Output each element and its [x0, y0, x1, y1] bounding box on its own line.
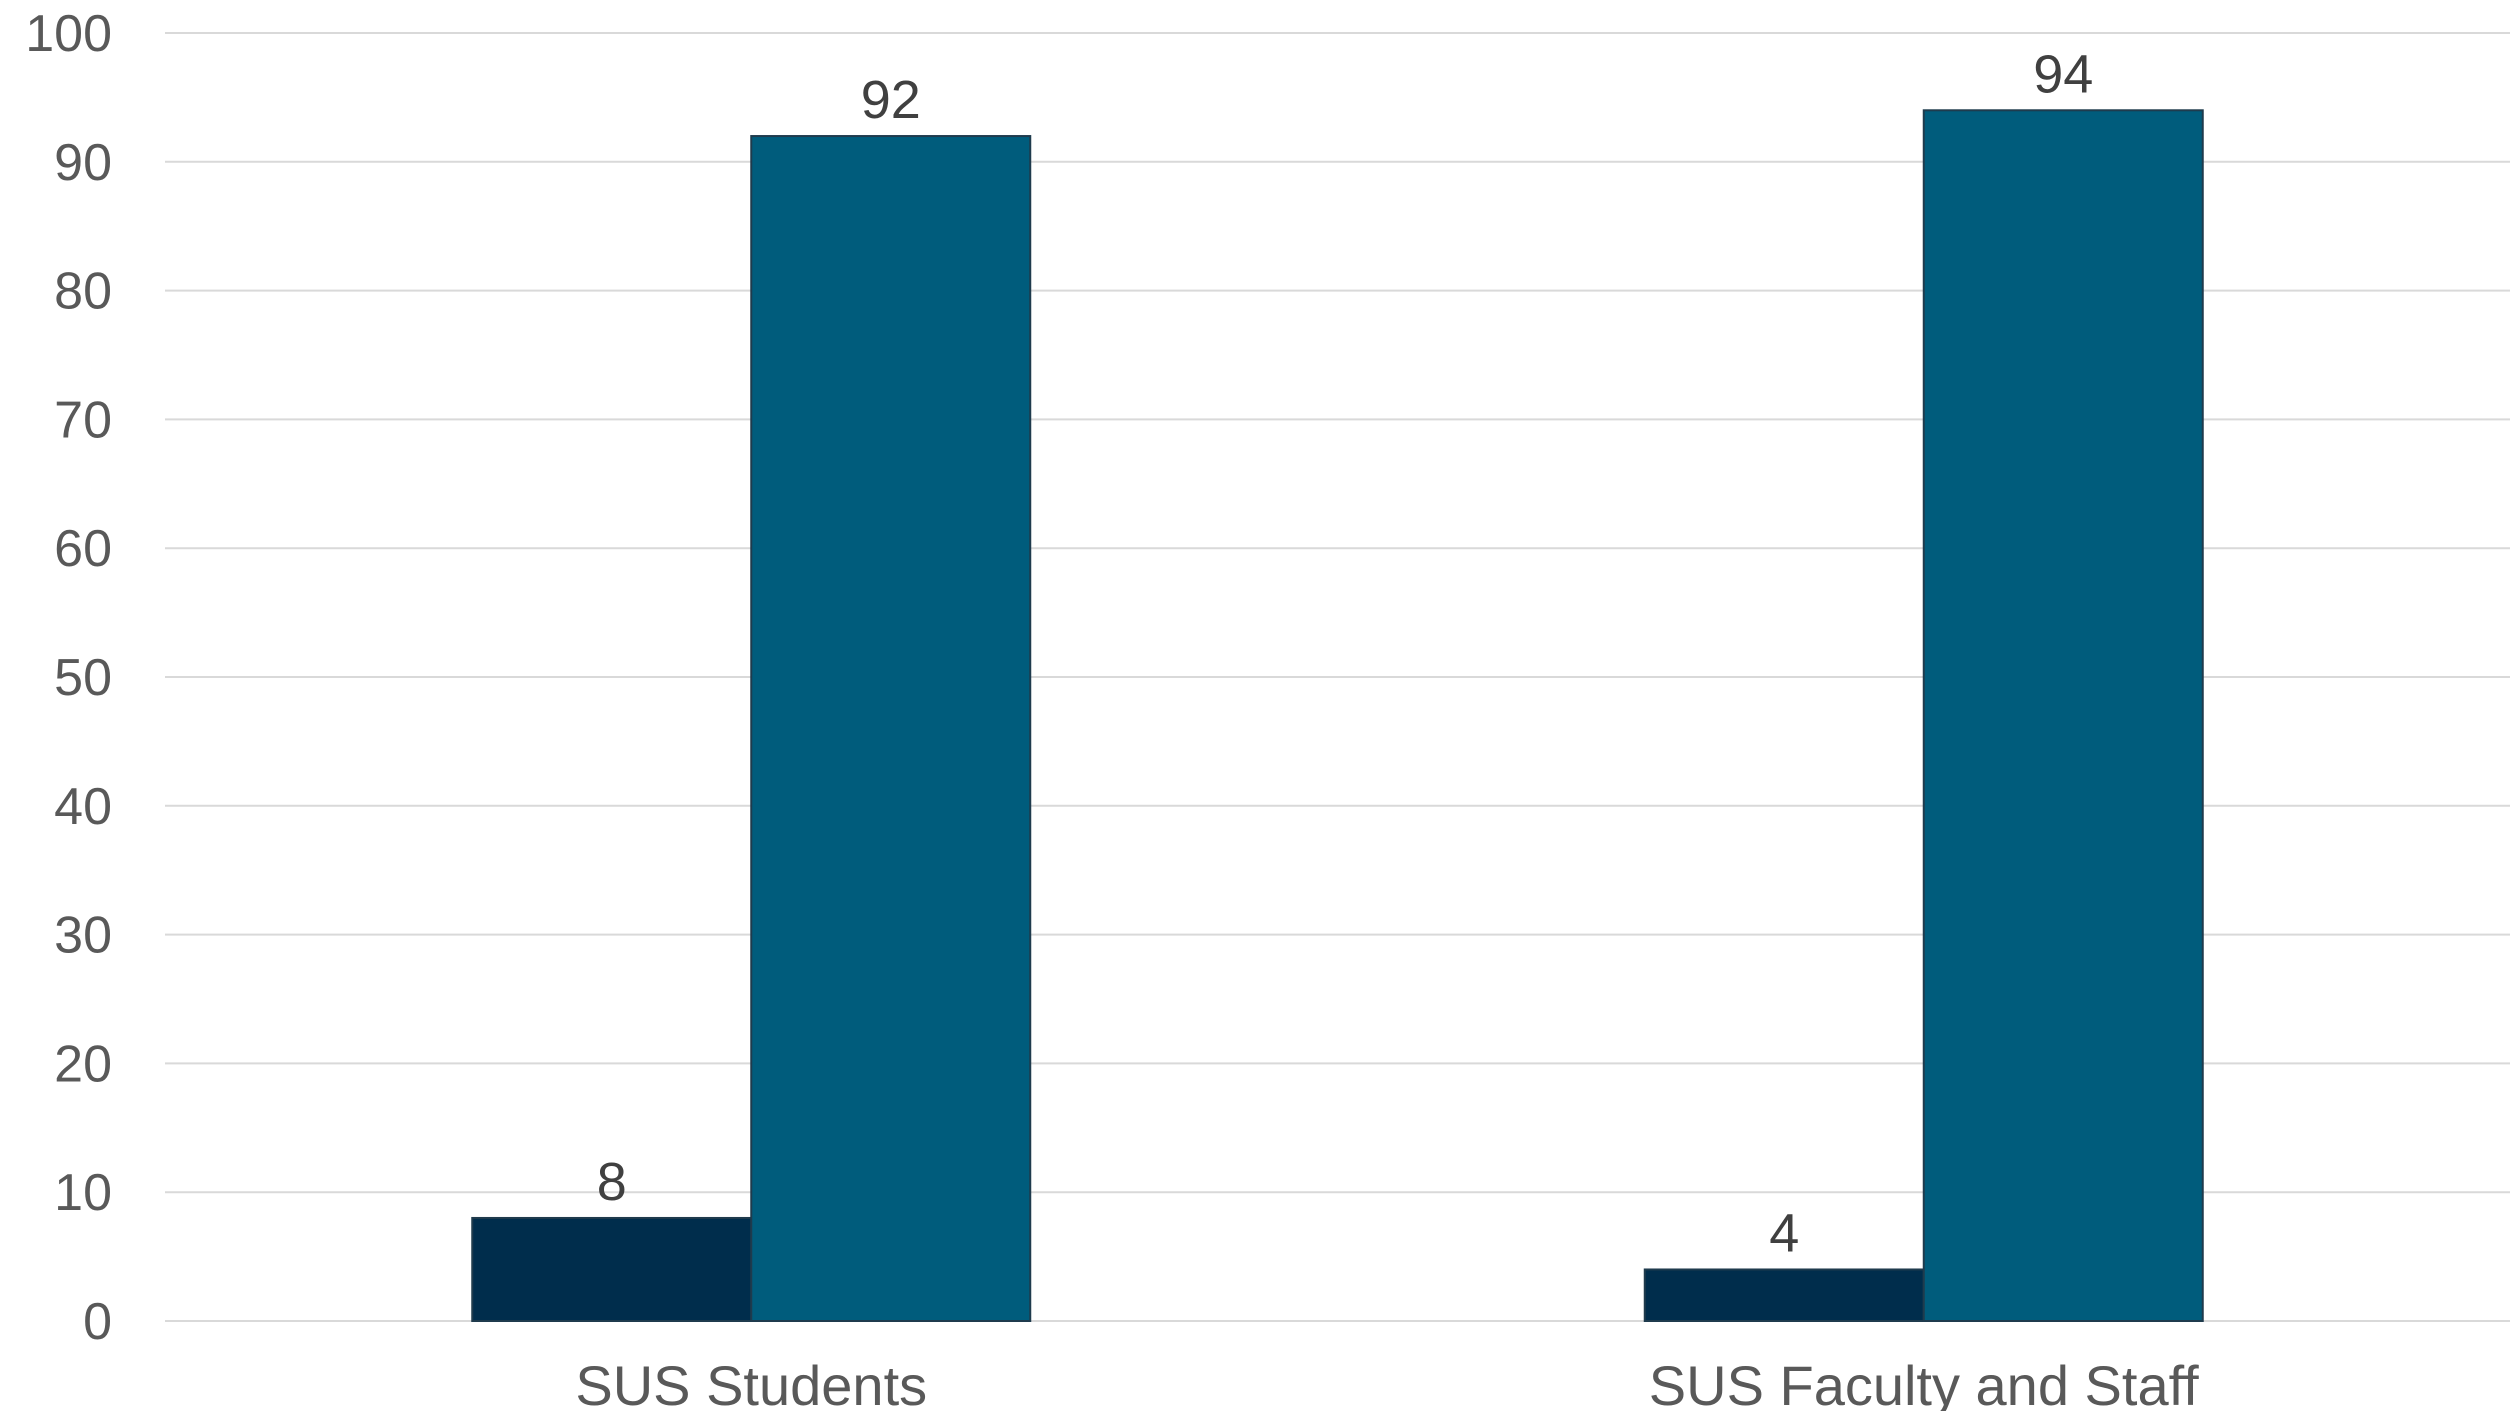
y-axis-ticks: 0 10 20 30 40 50 60 70 80 90 100 [25, 5, 112, 1351]
bar-1-1 [471, 1216, 753, 1322]
y-tick-label: 50 [54, 649, 112, 707]
y-tick-label: 70 [54, 391, 112, 449]
data-label: 94 [2033, 44, 2093, 104]
y-tick-label: 30 [54, 907, 112, 965]
y-tick-label: 100 [25, 5, 112, 63]
bars [471, 109, 2204, 1322]
y-tick-label: 80 [54, 263, 112, 321]
y-tick-label: 40 [54, 778, 112, 836]
y-tick-label: 0 [83, 1293, 112, 1351]
x-tick-label: SUS Students [575, 1354, 927, 1411]
bar-2-2 [1922, 109, 2204, 1322]
x-tick-label: SUS Faculty and Staff [1649, 1354, 2199, 1411]
y-tick-label: 20 [54, 1035, 112, 1093]
y-tick-label: 90 [54, 134, 112, 192]
data-label: 4 [1769, 1203, 1799, 1263]
bar-1-2 [750, 135, 1032, 1322]
y-tick-label: 10 [54, 1164, 112, 1222]
x-axis-ticks: SUS Students SUS Faculty and Staff [575, 1354, 2199, 1411]
data-label: 8 [597, 1152, 627, 1212]
data-labels: 8 92 4 94 [597, 44, 2094, 1263]
data-label: 92 [861, 70, 921, 130]
y-tick-label: 60 [54, 520, 112, 578]
bar-2-1 [1643, 1268, 1925, 1322]
